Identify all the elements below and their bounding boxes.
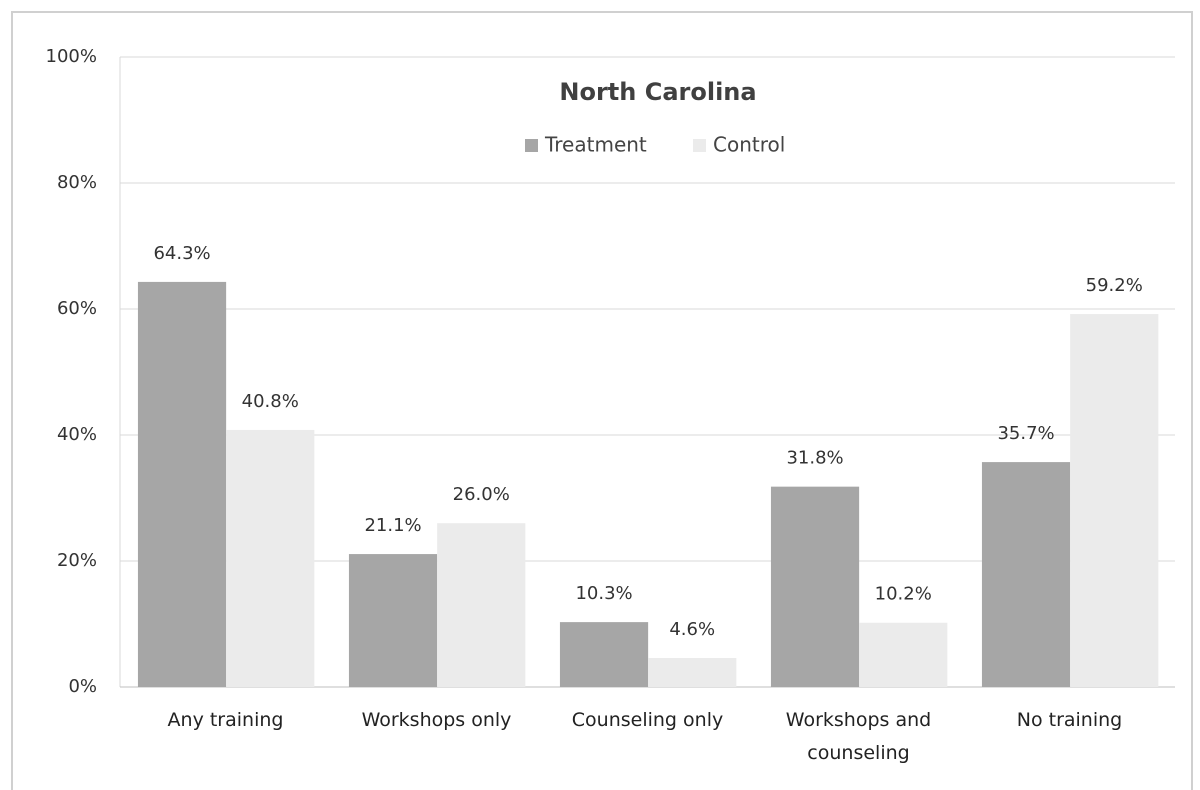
bar	[981, 462, 1071, 687]
x-tick-label: No training	[1016, 709, 1123, 731]
y-tick-label: 60%	[57, 298, 97, 319]
value-label: 35.7%	[997, 423, 1054, 444]
bar	[437, 523, 526, 687]
legend-label: Treatment	[544, 133, 647, 157]
y-tick-label: 80%	[57, 172, 97, 193]
frame	[11, 11, 1193, 790]
x-tick-label: Workshops only	[361, 709, 512, 731]
bar	[137, 281, 227, 687]
value-label: 26.0%	[453, 484, 510, 505]
value-label: 21.1%	[364, 515, 421, 536]
y-tick-label: 40%	[57, 424, 97, 445]
bar	[648, 658, 737, 687]
bar	[348, 554, 438, 687]
legend-swatch	[525, 139, 538, 152]
value-label: 59.2%	[1086, 275, 1143, 296]
bar	[559, 622, 649, 687]
y-tick-label: 0%	[68, 676, 97, 697]
bar	[1070, 314, 1159, 687]
value-label: 40.8%	[242, 391, 299, 412]
value-label: 4.6%	[669, 619, 715, 640]
legend-label: Control	[713, 133, 785, 157]
legend-swatch	[693, 139, 706, 152]
value-label: 31.8%	[786, 448, 843, 469]
x-tick-label: Workshops and counseling	[785, 709, 932, 764]
bar	[226, 429, 315, 687]
value-label: 10.2%	[875, 584, 932, 605]
value-label: 64.3%	[153, 243, 210, 264]
chart-title: North Carolina	[559, 78, 756, 106]
bar	[859, 622, 948, 687]
x-tick-label: Any training	[167, 709, 284, 731]
x-tick-label: Counseling only	[571, 709, 724, 731]
value-label: 10.3%	[575, 583, 632, 604]
y-tick-label: 100%	[46, 46, 97, 67]
bar	[770, 486, 860, 687]
y-tick-label: 20%	[57, 550, 97, 571]
